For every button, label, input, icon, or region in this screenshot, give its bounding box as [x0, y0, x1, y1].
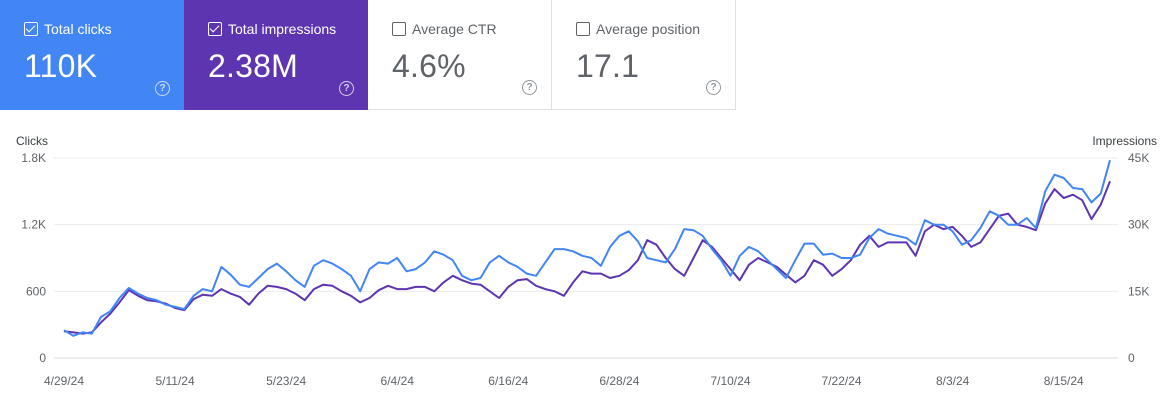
right-tick-label: 30K [1128, 218, 1149, 232]
series-line-clicks [63, 159, 1111, 337]
metric-value: 17.1 [576, 48, 640, 84]
left-tick-label: 1.8K [21, 151, 46, 165]
checkbox-unchecked-icon[interactable] [576, 22, 590, 36]
metric-cards: Total clicks 110K ? Total impressions 2.… [0, 0, 736, 110]
metric-card-header: Total impressions [208, 20, 368, 38]
metric-label: Average CTR [412, 21, 497, 37]
metric-card-total-impressions[interactable]: Total impressions 2.38M ? [184, 0, 368, 110]
metric-card-average-ctr[interactable]: Average CTR 4.6% ? [368, 0, 552, 110]
x-tick-label: 7/22/24 [822, 374, 862, 388]
x-tick-label: 4/29/24 [44, 374, 84, 388]
metric-value: 4.6% [392, 48, 466, 84]
checkbox-unchecked-icon[interactable] [392, 22, 406, 36]
metric-value: 110K [24, 48, 98, 84]
x-axis-ticks: 4/29/24 5/11/24 5/23/24 6/4/24 6/16/24 6/28/2… [44, 374, 1084, 388]
metric-label: Total impressions [228, 21, 337, 37]
series-lines [63, 159, 1111, 337]
metric-card-header: Average position [576, 20, 735, 38]
x-tick-label: 8/15/24 [1044, 374, 1084, 388]
x-tick-label: 6/28/24 [599, 374, 639, 388]
metric-label: Total clicks [44, 21, 112, 37]
x-tick-label: 6/16/24 [488, 374, 528, 388]
x-tick-label: 5/11/24 [156, 374, 195, 388]
metric-value: 2.38M [208, 48, 298, 84]
right-axis-ticks: 45K 30K 15K 0 [1128, 151, 1149, 365]
left-tick-label: 600 [26, 284, 46, 298]
right-tick-label: 0 [1128, 351, 1135, 365]
metric-card-average-position[interactable]: Average position 17.1 ? [552, 0, 736, 110]
x-tick-label: 6/4/24 [381, 374, 415, 388]
metric-card-header: Total clicks [24, 20, 184, 38]
checkbox-checked-icon[interactable] [24, 22, 38, 36]
x-tick-label: 8/3/24 [936, 374, 970, 388]
right-tick-label: 15K [1128, 284, 1149, 298]
performance-chart[interactable]: Clicks Impressions 1.8K 1.2K 600 0 45K 30K 15… [0, 120, 1172, 413]
left-tick-label: 0 [39, 351, 46, 365]
metric-label: Average position [596, 21, 701, 37]
gridlines [54, 157, 1118, 359]
help-icon[interactable]: ? [155, 81, 170, 96]
x-tick-label: 5/23/24 [266, 374, 306, 388]
help-icon[interactable]: ? [522, 80, 537, 95]
right-axis-title: Impressions [1092, 134, 1157, 148]
right-tick-label: 45K [1128, 151, 1149, 165]
metric-card-total-clicks[interactable]: Total clicks 110K ? [0, 0, 184, 110]
help-icon[interactable]: ? [706, 80, 721, 95]
metric-card-header: Average CTR [392, 20, 551, 38]
left-axis-ticks: 1.8K 1.2K 600 0 [21, 151, 46, 365]
left-tick-label: 1.2K [21, 218, 46, 232]
x-tick-label: 7/10/24 [710, 374, 750, 388]
checkbox-checked-icon[interactable] [208, 22, 222, 36]
left-axis-title: Clicks [16, 134, 48, 148]
help-icon[interactable]: ? [339, 81, 354, 96]
